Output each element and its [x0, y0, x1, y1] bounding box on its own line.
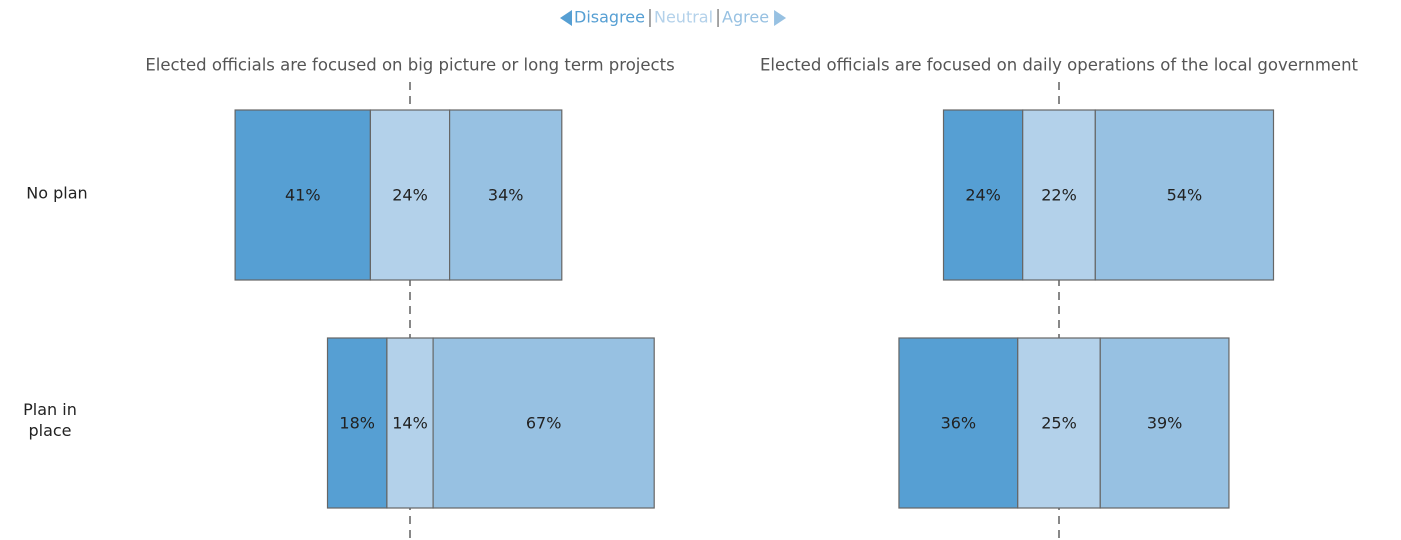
value-label: 14%: [392, 414, 428, 433]
value-label: 39%: [1147, 414, 1183, 433]
value-label: 54%: [1167, 186, 1203, 205]
bar-segment: [449, 109, 563, 281]
value-label: 22%: [1041, 186, 1077, 205]
bar-segment: [1017, 337, 1101, 509]
legend-label: Disagree: [574, 8, 645, 27]
bar-segment: [1099, 337, 1230, 509]
value-label: 24%: [965, 186, 1001, 205]
value-label: 24%: [392, 186, 428, 205]
row-label: Plan in place: [23, 400, 77, 440]
bar-segment: [386, 337, 434, 509]
legend-label: Neutral: [654, 8, 713, 27]
row-label: No plan: [26, 183, 88, 203]
bar-segment: [1094, 109, 1275, 281]
legend-arrow-right: [774, 10, 787, 26]
value-label: 41%: [285, 186, 321, 205]
value-label: 36%: [941, 414, 977, 433]
value-label: 34%: [488, 186, 524, 205]
bar-segment: [369, 109, 451, 281]
value-label: 67%: [526, 414, 562, 433]
legend-label: Agree: [722, 8, 769, 27]
value-label: 25%: [1041, 414, 1077, 433]
bar-segment: [326, 337, 388, 509]
bar-segment: [432, 337, 655, 509]
panel-title: Elected officials are focused on big pic…: [145, 56, 674, 75]
panel-title: Elected officials are focused on daily o…: [760, 56, 1359, 75]
value-label: 18%: [339, 414, 375, 433]
bar-segment: [234, 109, 372, 281]
bar-segment: [898, 337, 1019, 509]
legend-arrow-left: [560, 10, 572, 26]
